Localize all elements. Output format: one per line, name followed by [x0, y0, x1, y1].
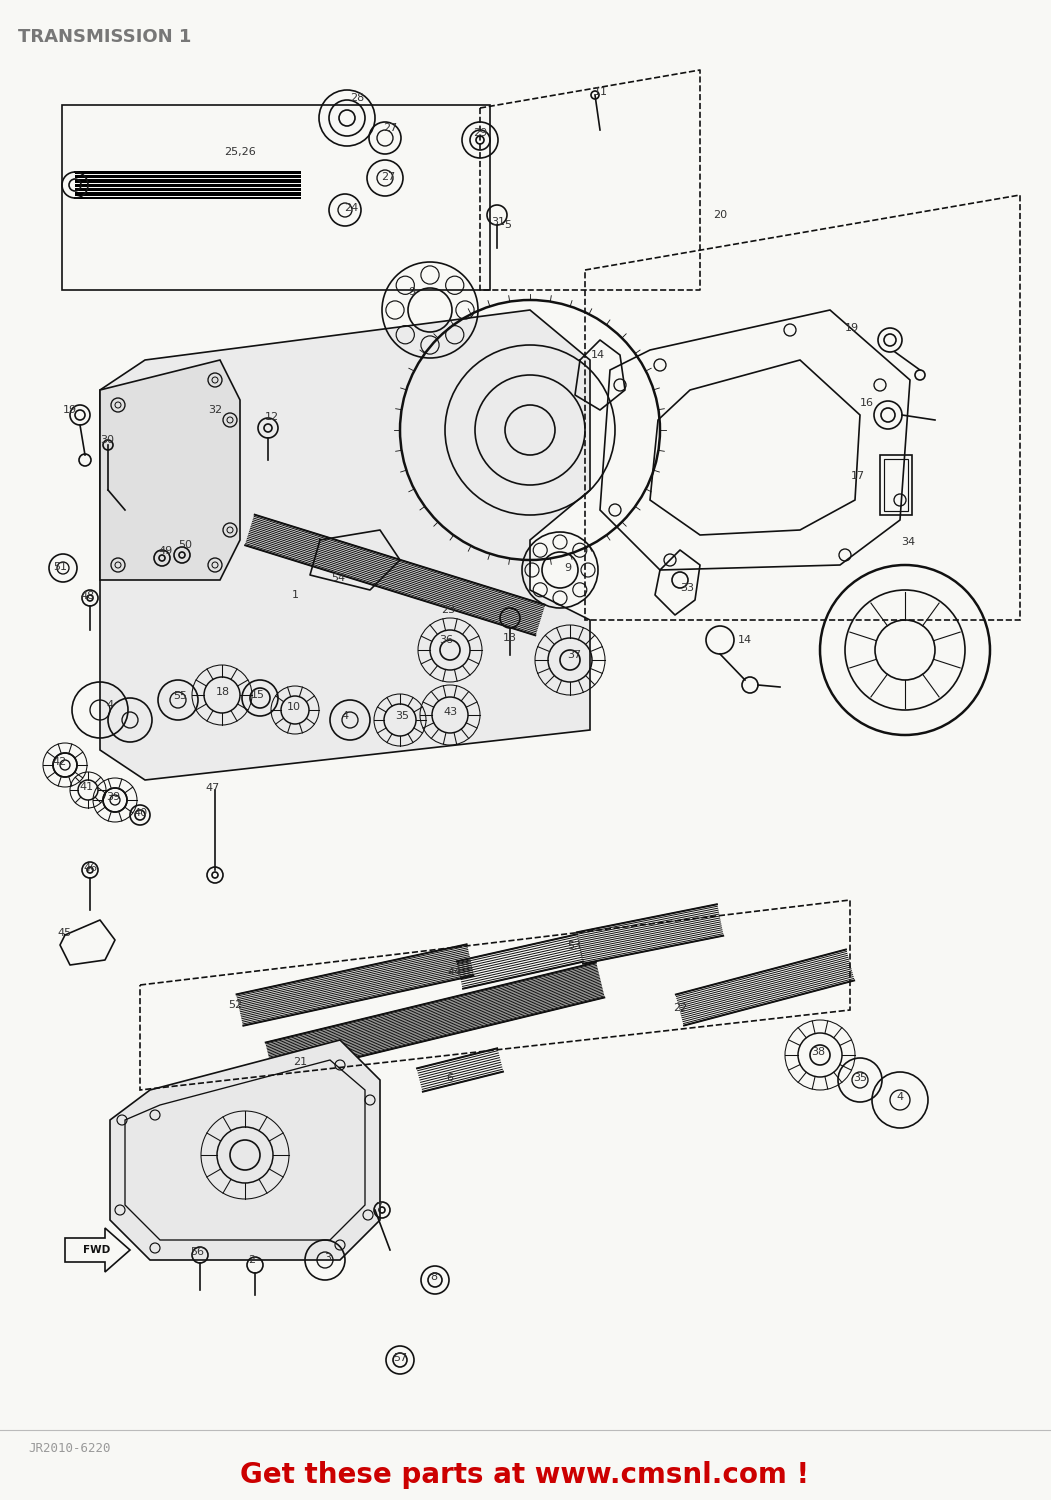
Text: 10: 10	[287, 702, 301, 712]
Text: 57: 57	[393, 1353, 407, 1364]
Text: 7: 7	[375, 1202, 383, 1212]
Bar	[884, 459, 908, 512]
Text: 15: 15	[251, 690, 265, 700]
Text: 19: 19	[63, 405, 77, 416]
Text: 45: 45	[58, 928, 73, 938]
Text: 37: 37	[566, 650, 581, 660]
Text: 23: 23	[441, 604, 455, 615]
Text: 9: 9	[564, 562, 572, 573]
Text: 11: 11	[594, 87, 607, 98]
Text: 36: 36	[439, 634, 453, 645]
Text: 27: 27	[383, 123, 397, 134]
Text: 20: 20	[713, 210, 727, 220]
Text: Get these parts at www.cmsnl.com !: Get these parts at www.cmsnl.com !	[241, 1461, 809, 1490]
Text: 32: 32	[208, 405, 222, 416]
Text: 39: 39	[106, 792, 120, 802]
Polygon shape	[110, 1040, 380, 1260]
Text: 4: 4	[897, 1092, 904, 1102]
Polygon shape	[100, 310, 590, 780]
Text: 9: 9	[409, 286, 415, 297]
Text: 35: 35	[853, 1072, 867, 1083]
Text: 52: 52	[228, 1000, 242, 1010]
Text: 54: 54	[331, 573, 345, 584]
Text: 3: 3	[325, 1252, 331, 1263]
Text: 14: 14	[591, 350, 605, 360]
Text: 35: 35	[395, 711, 409, 722]
Text: 34: 34	[901, 537, 915, 548]
Text: TRANSMISSION 1: TRANSMISSION 1	[18, 28, 191, 46]
Bar	[880, 454, 912, 514]
Text: FWD: FWD	[83, 1245, 110, 1256]
Text: 19: 19	[845, 322, 859, 333]
Text: 14: 14	[738, 634, 753, 645]
Text: 41: 41	[79, 782, 94, 792]
Text: 47: 47	[206, 783, 220, 794]
Text: 24: 24	[344, 202, 358, 213]
Text: 25,26: 25,26	[224, 147, 255, 158]
Text: 4: 4	[342, 711, 349, 722]
Text: 40: 40	[132, 808, 147, 818]
Text: 46: 46	[83, 862, 97, 873]
Text: 6: 6	[447, 1072, 453, 1083]
Text: 28: 28	[350, 93, 364, 104]
Text: JR2010-6220: JR2010-6220	[28, 1442, 111, 1455]
Text: 29: 29	[473, 128, 487, 138]
Text: 51: 51	[53, 562, 67, 572]
Text: 12: 12	[265, 413, 280, 422]
Text: 22: 22	[673, 1004, 687, 1013]
Text: 17: 17	[851, 471, 865, 482]
Text: 13: 13	[503, 633, 517, 644]
Text: 33: 33	[680, 584, 694, 592]
Text: 42: 42	[53, 758, 67, 766]
Text: 31: 31	[491, 217, 504, 226]
Text: 21: 21	[293, 1058, 307, 1066]
Text: 8: 8	[431, 1272, 437, 1282]
Text: 30: 30	[100, 435, 114, 445]
Text: 2: 2	[248, 1256, 255, 1264]
Text: 5: 5	[504, 220, 512, 230]
Text: 55: 55	[173, 692, 187, 700]
Text: 56: 56	[190, 1246, 204, 1257]
Polygon shape	[100, 360, 240, 580]
Text: 4: 4	[106, 700, 114, 709]
Text: 38: 38	[811, 1047, 825, 1058]
Text: 16: 16	[860, 398, 874, 408]
Text: 50: 50	[178, 540, 192, 550]
Text: 53: 53	[566, 940, 581, 951]
Text: 43: 43	[444, 706, 458, 717]
Text: 49: 49	[159, 546, 173, 556]
Text: 1: 1	[291, 590, 298, 600]
Text: 48: 48	[81, 591, 96, 602]
Text: 44: 44	[448, 968, 462, 976]
Text: 18: 18	[215, 687, 230, 698]
Text: 27: 27	[380, 172, 395, 182]
